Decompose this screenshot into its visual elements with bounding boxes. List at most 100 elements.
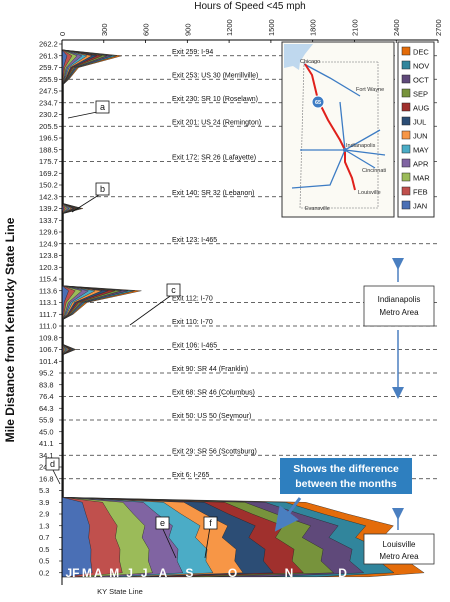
legend-swatch-apr [401, 158, 411, 168]
y-tick-label: 55.9 [39, 416, 54, 425]
y-tick-label: 0.5 [39, 557, 49, 566]
month-letter-feb: F [72, 566, 79, 580]
exit-label: Exit 230: SR 10 (Roselawn) [172, 96, 258, 103]
y-tick-label: 124.9 [39, 239, 58, 248]
louisville-metro-marker: Louisville Metro Area [363, 508, 435, 565]
y-tick-label: 234.7 [39, 98, 58, 107]
legend-swatch-may [401, 144, 411, 154]
callout-leader-f [204, 526, 211, 559]
y-tick-label: 142.3 [39, 192, 58, 201]
callout-box-b [95, 182, 110, 196]
legend-swatch-jul [401, 116, 411, 126]
interstate-roads [291, 63, 386, 189]
x-tick-1200: 1200 [225, 19, 234, 36]
legend-label-jul: JUL [413, 118, 426, 127]
y-tick-label: 113.1 [39, 298, 57, 307]
exit-label: Exit 50: US 50 (Seymour) [172, 413, 251, 420]
y-tick-label: 113.6 [39, 286, 57, 295]
y-tick-label: 16.8 [39, 474, 54, 483]
annotation-arrow [274, 497, 302, 532]
map-label-cincinnati: Cincinnati [362, 168, 386, 174]
lake-michigan [284, 44, 313, 70]
legend-swatch-oct [401, 74, 411, 84]
i65-route [304, 63, 356, 191]
callout-leader-c [129, 293, 174, 326]
louisville-metro-label-2: Metro Area [379, 552, 419, 561]
y-tick-label: 0.7 [39, 533, 49, 542]
y-tick-label: 3.9 [39, 498, 49, 507]
legend-label-feb: FEB [413, 188, 428, 197]
month-letter-nov: N [285, 566, 294, 580]
exit-label: Exit 29: SR 56 (Scottsburg) [172, 448, 257, 455]
indianapolis-metro-label-1: Indianapolis [378, 295, 421, 304]
legend-swatch-mar [401, 172, 411, 182]
y-tick-label: 259.7 [39, 63, 58, 72]
callout-box-e [155, 516, 170, 530]
y-tick-label: 83.8 [39, 380, 54, 389]
legend: DEC NOV OCT SEP AUG JUL JUN MAY APR MAR FEB JAN [397, 41, 435, 218]
y-tick-label: 188.5 [39, 145, 58, 154]
map-label-evansville: Evansville [305, 206, 330, 212]
y-tick-label: 41.1 [39, 439, 54, 448]
louisville-metro-label-1: Louisville [383, 540, 416, 549]
legend-swatch-jun [401, 130, 411, 140]
x-tick-300: 300 [100, 23, 109, 36]
callout-label-d: d [50, 459, 55, 469]
exit-label: Exit 172: SR 26 (Lafayette) [172, 155, 256, 162]
indianapolis-metro-label-2: Metro Area [379, 308, 419, 317]
x-tick-900: 900 [183, 23, 192, 36]
callout-box-f [203, 516, 218, 530]
callout-label-c: c [171, 285, 176, 295]
map-label-fort-wayne: Fort Wayne [356, 87, 384, 93]
y-tick-label: 255.9 [39, 75, 58, 84]
y-tick-label: 34.1 [39, 451, 54, 460]
legend-label-jun: JUN [413, 132, 428, 141]
x-tick-1800: 1800 [309, 19, 318, 36]
indianapolis-metro-box [363, 285, 435, 327]
callout-box-d [45, 457, 60, 471]
y-tick-label: 5.3 [39, 486, 49, 495]
exit-label: Exit 112: I-70 [172, 296, 213, 303]
x-tick-1500: 1500 [267, 19, 276, 36]
y-tick-label: 230.2 [39, 110, 58, 119]
callout-box-c [166, 283, 181, 297]
legend-label-jan: JAN [413, 202, 427, 211]
y-tick-labels: 262.2 261.3 259.7 255.9 247.5 234.7 230.2 205.5… [39, 40, 62, 577]
callouts: a b c d e f [45, 100, 218, 559]
legend-swatch-jan [401, 200, 411, 210]
y-tick-label: 150.2 [39, 181, 58, 190]
exit-label: Exit 68: SR 46 (Columbus) [172, 390, 255, 397]
y-tick-label: 120.3 [39, 263, 58, 272]
callout-leader-b [71, 192, 103, 213]
x-tick-2700: 2700 [434, 19, 443, 36]
legend-swatch-sep [401, 88, 411, 98]
y-tick-label: 109.8 [39, 333, 58, 342]
legend-swatch-feb [401, 186, 411, 196]
month-letter-sep: S [185, 566, 193, 580]
callout-leader-d [51, 467, 61, 485]
exit-label: Exit 140: SR 32 (Lebanon) [172, 190, 255, 197]
i65-shield-label: 65 [315, 100, 321, 106]
legend-label-dec: DEC [413, 48, 429, 57]
exit-label: Exit 6: I-265 [172, 472, 209, 479]
louisville-metro-box [363, 533, 435, 565]
callout-label-a: a [100, 102, 105, 112]
indianapolis-dot [343, 148, 347, 152]
month-letter-jul: J [141, 566, 148, 580]
y-axis-label: Mile Distance from Kentucky State Line [3, 217, 17, 442]
exit-label: Exit 253: US 30 (Merrillville) [172, 72, 258, 79]
exit-label: Exit 201: US 24 (Remington) [172, 119, 261, 126]
y-tick-label: 123.8 [39, 251, 58, 260]
exit-label: Exit 110: I-70 [172, 319, 213, 326]
exit-label: Exit 259: I-94 [172, 49, 213, 56]
legend-swatch-aug [401, 102, 411, 112]
month-letter-jun: J [126, 566, 133, 580]
month-letter-mar: M [82, 566, 92, 580]
map-label-indianapolis: Indianapolis [346, 143, 376, 149]
annotation-line-1: Shows the difference [293, 463, 399, 475]
legend-label-apr: APR [413, 160, 429, 169]
y-tick-label: 139.2 [39, 204, 58, 213]
y-tick-label: 0.5 [39, 545, 49, 554]
